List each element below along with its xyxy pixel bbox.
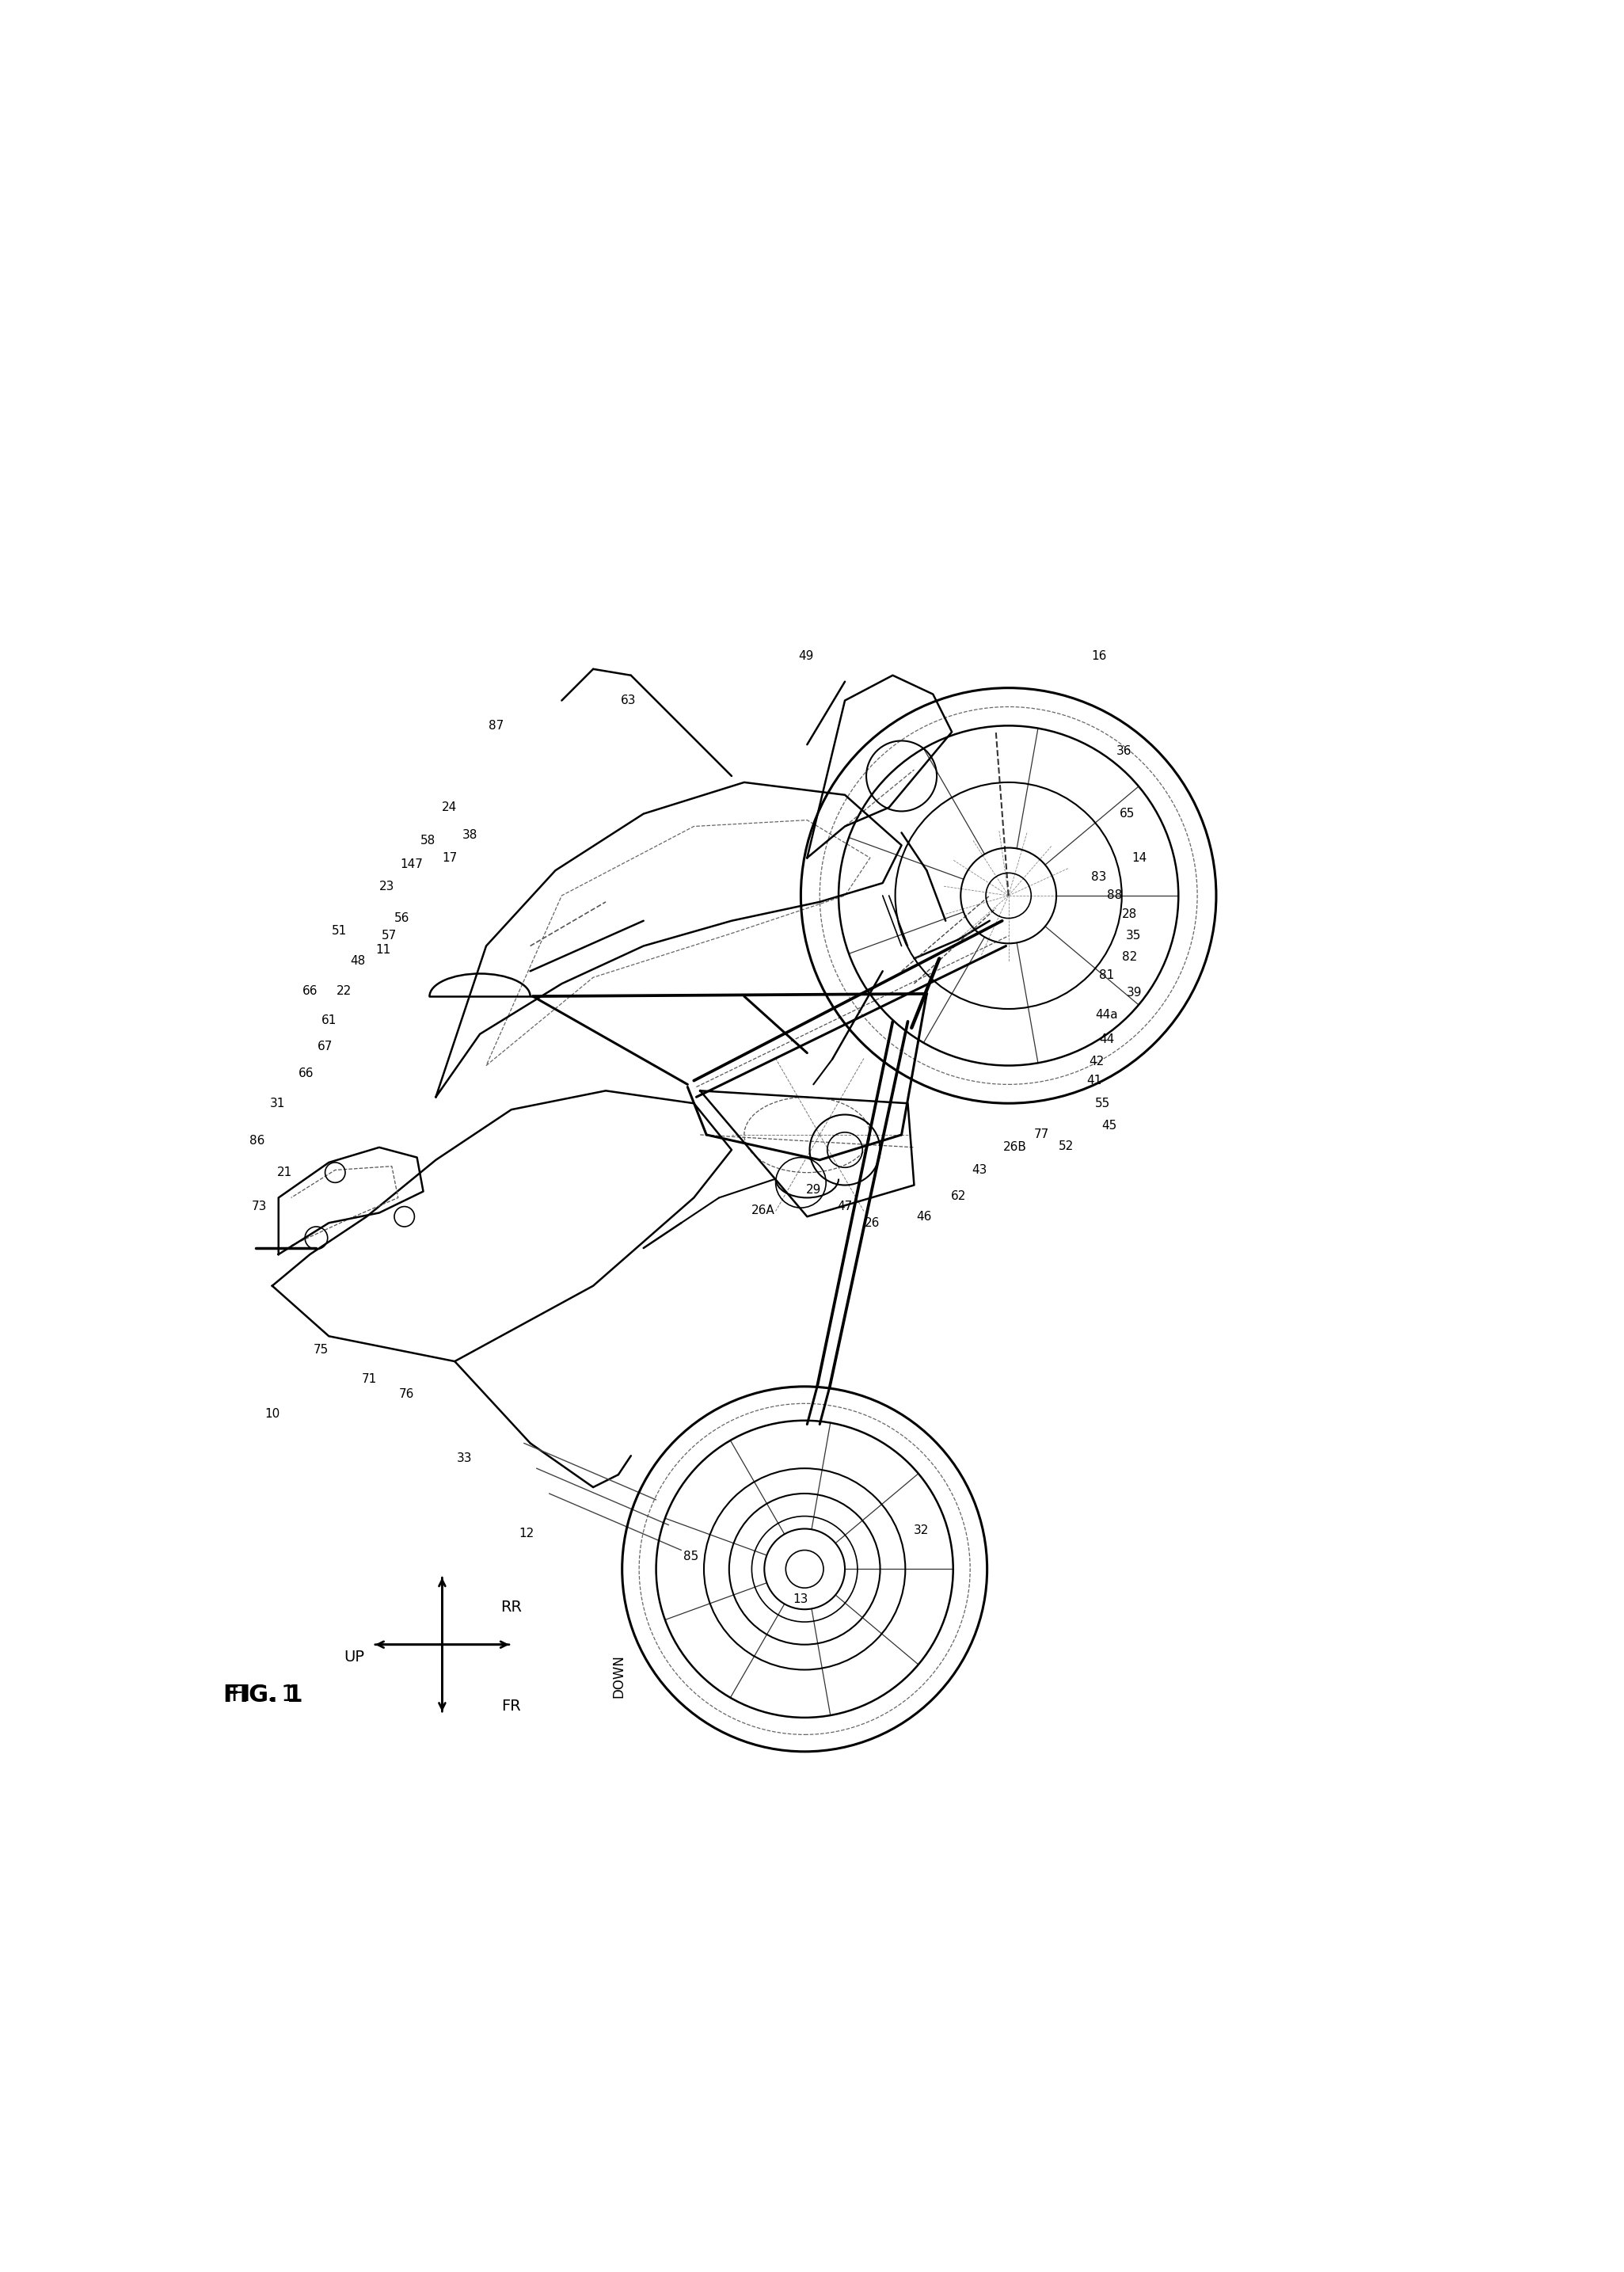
Text: 13: 13	[793, 1593, 809, 1606]
Text: 44a: 44a	[1095, 1009, 1117, 1020]
Text: 49: 49	[799, 650, 814, 663]
Text: 45: 45	[1101, 1120, 1117, 1131]
Text: 41: 41	[1086, 1075, 1101, 1086]
Text: 42: 42	[1090, 1056, 1104, 1068]
Text: 52: 52	[1059, 1141, 1073, 1152]
Text: 22: 22	[336, 986, 351, 997]
Text: 147: 147	[401, 859, 424, 870]
Text: 46: 46	[916, 1211, 932, 1222]
Text: 67: 67	[317, 1041, 333, 1052]
Text: 48: 48	[351, 954, 365, 968]
Text: 57: 57	[382, 929, 396, 943]
Text: 26B: 26B	[1004, 1141, 1026, 1154]
Text: 23: 23	[378, 882, 395, 893]
Text: 26A: 26A	[752, 1204, 775, 1216]
Text: FR: FR	[502, 1699, 521, 1713]
Text: 26: 26	[866, 1218, 880, 1229]
Text: 16: 16	[1091, 650, 1108, 663]
Text: 58: 58	[421, 834, 435, 845]
Text: 44: 44	[1099, 1034, 1114, 1045]
Text: 73: 73	[252, 1200, 268, 1213]
Text: 88: 88	[1106, 891, 1122, 902]
Text: 31: 31	[270, 1097, 284, 1109]
Text: 24: 24	[442, 802, 458, 813]
Text: 81: 81	[1099, 968, 1114, 982]
Text: FIG. 1: FIG. 1	[231, 1684, 296, 1706]
Text: DOWN: DOWN	[611, 1654, 625, 1697]
Text: UP: UP	[344, 1649, 364, 1665]
Text: 75: 75	[313, 1345, 330, 1356]
Text: 38: 38	[463, 829, 477, 841]
Text: 61: 61	[322, 1013, 336, 1027]
Text: 33: 33	[456, 1452, 473, 1463]
Text: 43: 43	[971, 1163, 987, 1177]
Text: 17: 17	[442, 852, 458, 863]
Text: 71: 71	[362, 1372, 377, 1386]
Text: 14: 14	[1132, 852, 1147, 863]
Text: 77: 77	[1033, 1129, 1049, 1141]
Text: 85: 85	[684, 1550, 698, 1563]
Text: 29: 29	[806, 1184, 822, 1195]
Text: 83: 83	[1091, 870, 1108, 882]
Text: 11: 11	[375, 943, 391, 957]
Text: 55: 55	[1095, 1097, 1111, 1109]
Text: 56: 56	[395, 913, 409, 925]
Text: FIG. 1: FIG. 1	[224, 1684, 304, 1706]
Text: 66: 66	[299, 1068, 313, 1079]
Text: 47: 47	[838, 1200, 853, 1213]
Text: 35: 35	[1125, 929, 1140, 943]
Text: 87: 87	[489, 720, 503, 732]
Text: RR: RR	[500, 1599, 521, 1615]
Text: 66: 66	[302, 986, 318, 997]
Text: 62: 62	[950, 1191, 966, 1202]
Text: 82: 82	[1122, 952, 1137, 963]
Text: 86: 86	[250, 1136, 265, 1147]
Text: 63: 63	[620, 695, 637, 707]
Text: 12: 12	[518, 1527, 534, 1540]
Text: 51: 51	[331, 925, 346, 936]
Text: 28: 28	[1122, 909, 1137, 920]
Text: 21: 21	[278, 1166, 292, 1179]
Text: 65: 65	[1119, 809, 1135, 820]
Text: 36: 36	[1117, 745, 1132, 757]
Text: 10: 10	[265, 1409, 279, 1420]
Text: 39: 39	[1127, 986, 1142, 997]
Text: 32: 32	[914, 1525, 929, 1536]
Text: 76: 76	[400, 1388, 414, 1400]
